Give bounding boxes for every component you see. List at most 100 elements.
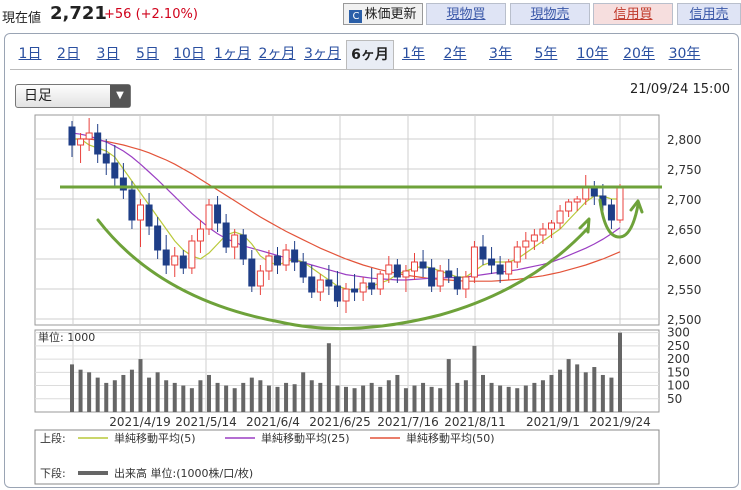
tab-7[interactable]: 2ヶ月 (258, 46, 296, 62)
tab-8[interactable]: 3ヶ月 (304, 46, 341, 62)
volume-bar (361, 385, 366, 412)
candle-down (333, 285, 341, 302)
margin-buy-button[interactable]: 信用買 (593, 3, 673, 25)
volume-bar (309, 380, 314, 412)
legend-box (34, 429, 660, 485)
volume-bar (95, 377, 100, 412)
tab-12[interactable]: 3年 (489, 46, 512, 62)
cup-arc (96, 218, 590, 331)
volume-bar (189, 388, 194, 412)
volume-bar (540, 380, 545, 412)
volume-bar (198, 380, 203, 412)
candle-down (479, 246, 487, 260)
volume-bar (275, 386, 280, 412)
tab-4[interactable]: 5日 (136, 46, 159, 62)
tab-9[interactable]: 6ヶ月 (346, 40, 394, 69)
x-tick-label: 2021/4/19 (109, 415, 171, 429)
candle-up (359, 282, 367, 293)
chart-timestamp: 21/09/24 15:00 (630, 82, 730, 97)
price-tick-label: 2,500 (667, 313, 701, 327)
volume-bar (112, 380, 117, 412)
tab-5[interactable]: 10日 (173, 46, 205, 62)
candle-up (196, 228, 204, 242)
candle-up (188, 240, 196, 269)
volume-tick-label: 300 (667, 326, 690, 340)
tab-2[interactable]: 2日 (57, 46, 80, 62)
tab-10[interactable]: 1年 (402, 46, 425, 62)
candle-down (607, 204, 615, 221)
candle-down (393, 264, 401, 278)
candle-down (299, 261, 307, 278)
refresh-icon: C (349, 10, 363, 23)
candle-down (368, 282, 376, 290)
update-price-button[interactable]: C 株価更新 (343, 3, 423, 25)
volume-bar (266, 385, 271, 412)
volume-bar (438, 388, 443, 412)
candle-down (248, 258, 256, 287)
candle-down (214, 204, 222, 224)
x-tick-label: 2021/7/16 (377, 415, 439, 429)
volume-bar (472, 345, 477, 412)
candle-up (616, 185, 624, 221)
handle-arrowhead (629, 199, 644, 214)
volume-bar (258, 380, 263, 412)
volume-bar (532, 382, 537, 412)
volume-bar (481, 374, 485, 412)
candle-down (239, 234, 247, 260)
volume-unit-label: 単位: 1000 (38, 330, 95, 344)
candle-down (128, 189, 136, 221)
legend-series-label: 単純移動平均(50) (406, 431, 495, 445)
candle-up (137, 204, 144, 221)
tab-1[interactable]: 1日 (18, 46, 42, 62)
candle-up (513, 246, 521, 263)
candle-up (231, 234, 239, 248)
volume-bar (292, 384, 297, 412)
candle-up (265, 255, 273, 272)
candle-down (274, 255, 281, 266)
candle-up (282, 249, 290, 266)
candle-up (85, 132, 93, 140)
candle-down (145, 204, 153, 227)
candle-up (582, 186, 590, 200)
tab-16[interactable]: 30年 (668, 46, 701, 62)
volume-bar (138, 359, 143, 412)
candle-up (411, 261, 418, 272)
volume-bar (575, 364, 580, 412)
tab-15[interactable]: 20年 (623, 46, 655, 62)
volume-bar (232, 388, 237, 412)
candle-up (573, 198, 581, 203)
volume-bar (155, 372, 160, 412)
volume-bar (421, 382, 426, 412)
period-select[interactable]: 日足 ▼ (15, 84, 131, 108)
tab-11[interactable]: 2年 (443, 46, 467, 62)
legend-series-label: 単純移動平均(25) (261, 431, 350, 445)
margin-sell-button[interactable]: 信用売 (677, 3, 741, 25)
volume-bar (429, 386, 434, 412)
volume-bar (386, 380, 391, 412)
candle-down (453, 276, 461, 290)
legend-volume-label: 出来高 単位:(1000株/口/枚) (114, 466, 253, 480)
legend-upper-label: 上段: (40, 431, 66, 445)
volume-bar (515, 388, 520, 412)
volume-bar (549, 374, 554, 412)
candle-up (565, 201, 573, 212)
candle-down (445, 270, 453, 278)
candle-up (376, 273, 384, 290)
candle-up (77, 138, 85, 146)
volume-bar (284, 382, 289, 412)
volume-bar (378, 386, 383, 412)
tab-14[interactable]: 10年 (576, 46, 609, 62)
volume-bar (249, 377, 254, 412)
tab-13[interactable]: 5年 (534, 46, 558, 62)
volume-bar (618, 332, 622, 412)
spot-sell-button[interactable]: 現物売 (510, 3, 590, 25)
spot-buy-button[interactable]: 現物買 (426, 3, 506, 25)
tab-divider (10, 69, 732, 70)
candle-down (119, 177, 127, 191)
volume-bar (506, 386, 511, 412)
candle-up (402, 270, 410, 278)
tab-3[interactable]: 3日 (96, 46, 120, 62)
tab-6[interactable]: 1ヶ月 (214, 46, 251, 62)
candle-up (539, 228, 547, 236)
